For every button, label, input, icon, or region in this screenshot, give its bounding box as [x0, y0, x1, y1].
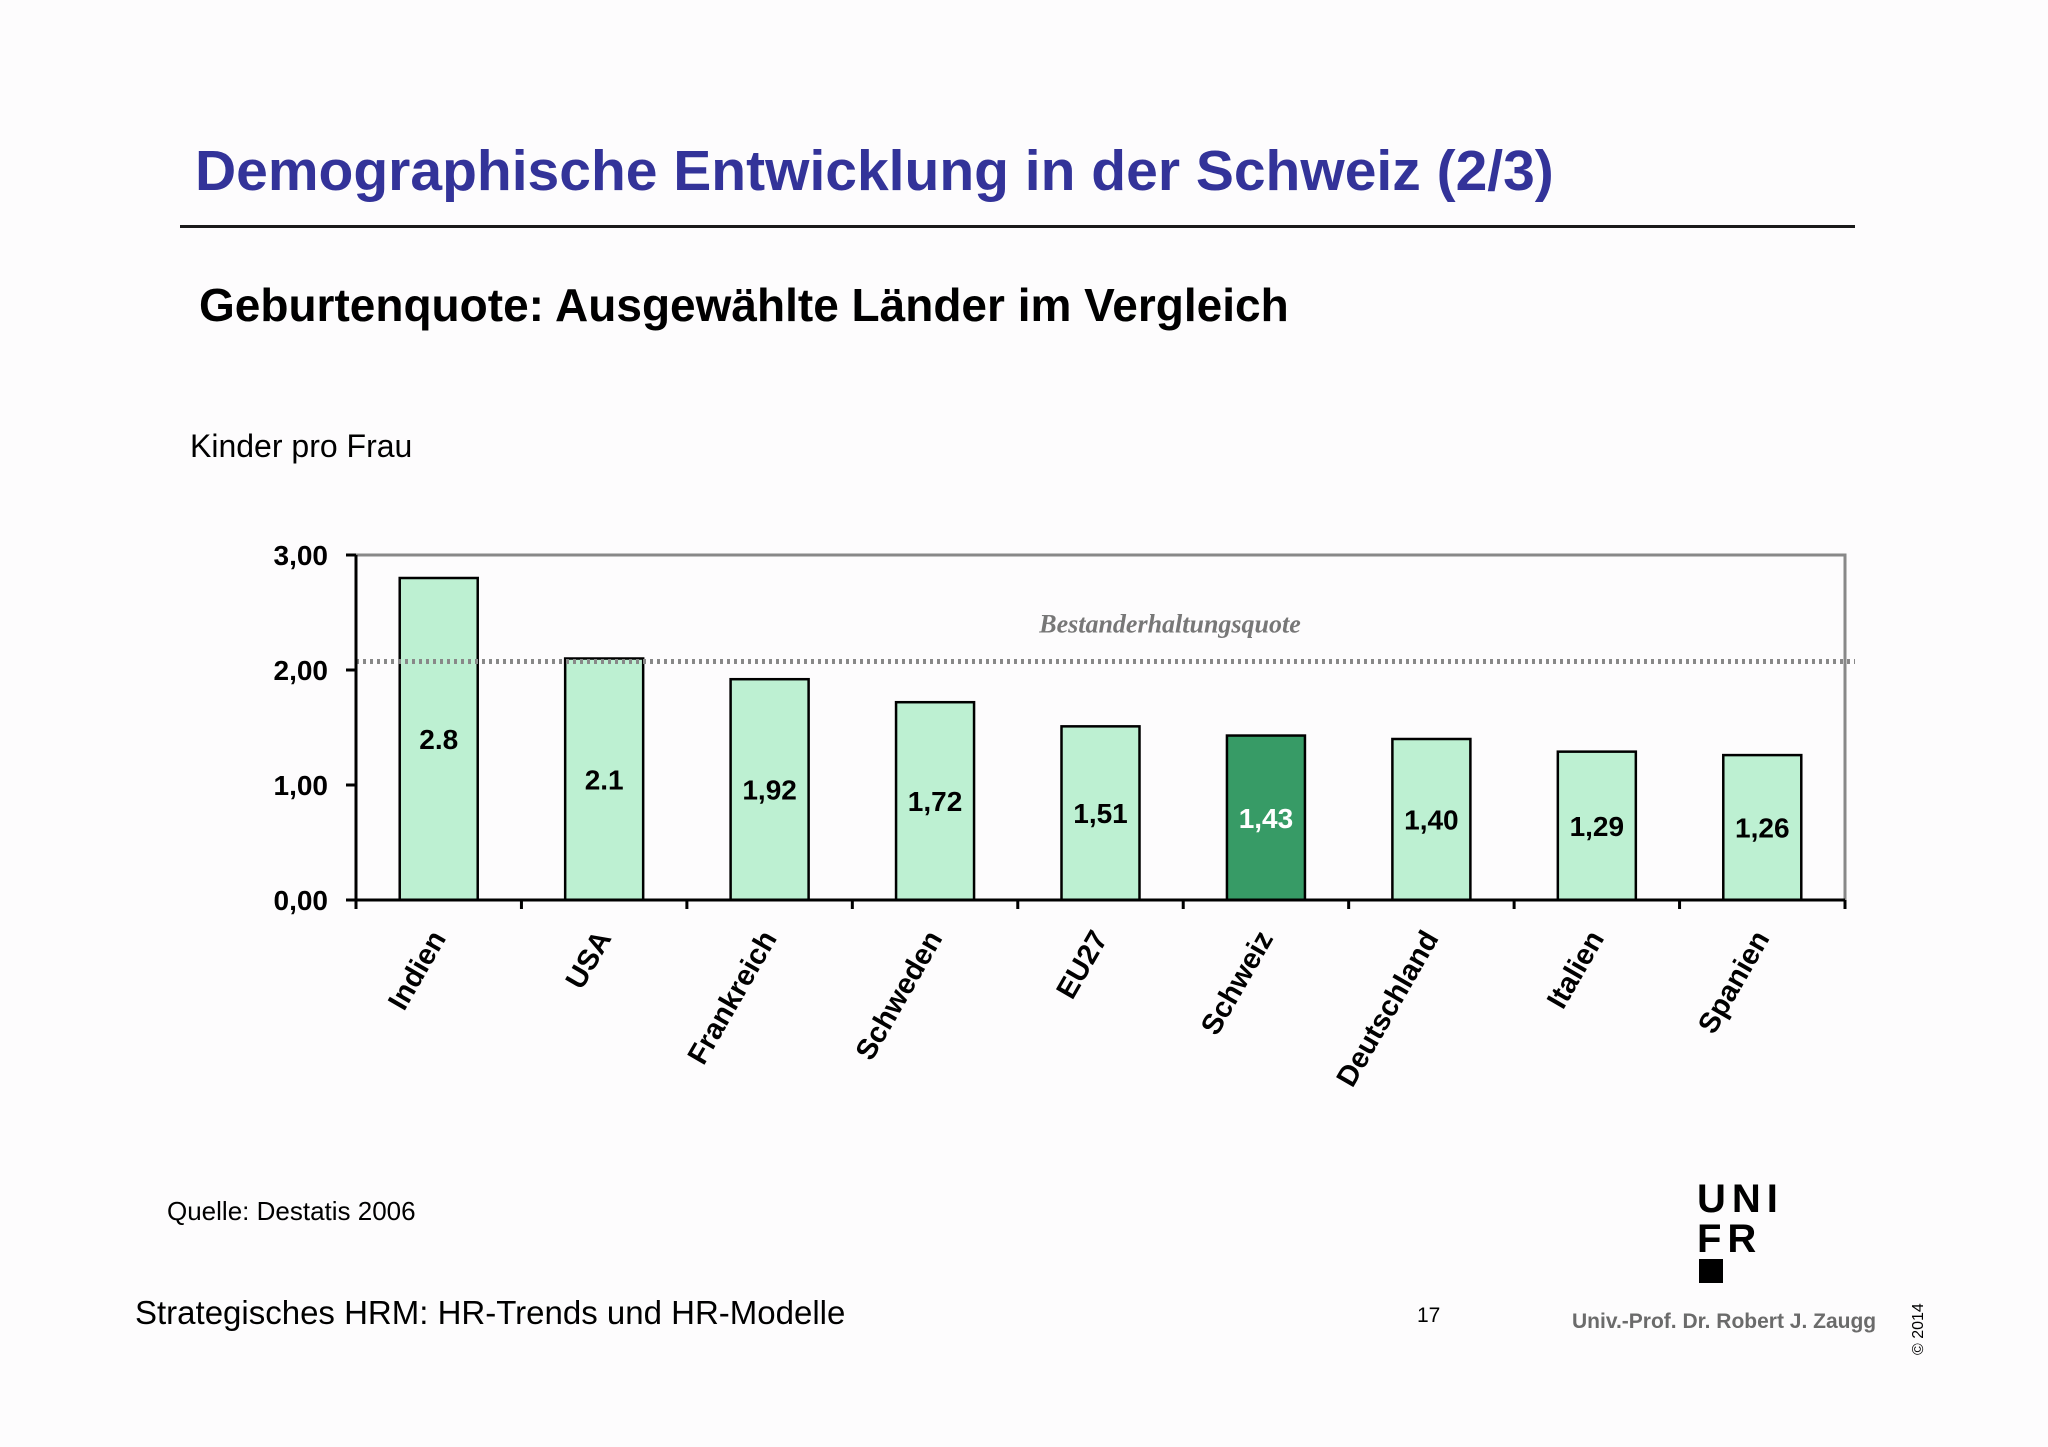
bar-eu27 [1060, 725, 1141, 902]
x-tick-label: Italien [1541, 926, 1611, 1015]
data-label: 1,29 [1570, 811, 1625, 842]
data-label: 2.8 [419, 724, 458, 755]
x-tick-label: Frankreich [682, 926, 784, 1070]
y-axis-label: Kinder pro Frau [190, 428, 413, 464]
logo-line-1: UNI [1697, 1177, 1784, 1221]
bar-schweiz [1225, 734, 1307, 902]
data-label: 1,43 [1239, 803, 1294, 834]
x-tick-label: Schweiz [1195, 926, 1280, 1041]
x-tick-label: Schweden [850, 926, 949, 1066]
bar-spanien [1722, 753, 1803, 902]
page-number: 17 [1417, 1304, 1441, 1327]
data-label: 2.1 [585, 764, 624, 795]
data-label: 1,92 [742, 775, 797, 806]
y-tick-label: 3,00 [274, 540, 329, 571]
y-tick-label: 2,00 [274, 655, 329, 686]
data-label: 1,26 [1735, 813, 1790, 844]
x-tick-label: Spanien [1692, 926, 1776, 1040]
bar-schweden [894, 700, 976, 902]
x-tick-label: EU27 [1051, 926, 1115, 1005]
plot-frame [356, 553, 1847, 900]
footer-author: Univ.-Prof. Dr. Robert J. Zaugg [1572, 1310, 1877, 1333]
reference-line-label: Bestanderhaltungsquote [1038, 610, 1301, 639]
footer-course-title: Strategisches HRM: HR-Trends und HR-Mode… [135, 1294, 846, 1331]
x-tick-label: USA [560, 925, 618, 994]
bar-italien [1556, 750, 1638, 902]
bar-deutschland [1391, 737, 1472, 902]
unifr-logo: UNI FR [1697, 1177, 1784, 1283]
y-tick-label: 0,00 [274, 885, 329, 916]
data-label: 1,72 [908, 786, 963, 817]
logo-square [1699, 1259, 1723, 1283]
logo-line-2: FR [1697, 1217, 1762, 1261]
bar-frankreich [729, 677, 810, 902]
slide-subtitle: Geburtenquote: Ausgewählte Länder im Ver… [199, 279, 1289, 331]
data-label: 1,40 [1404, 805, 1459, 836]
slide-title: Demographische Entwicklung in der Schwei… [195, 139, 1554, 203]
bar-indien [398, 576, 479, 902]
data-label: 1,51 [1073, 798, 1128, 829]
copyright-note: © 2014 [1910, 1303, 1927, 1355]
source-note: Quelle: Destatis 2006 [167, 1196, 416, 1226]
x-tick-label: Deutschland [1331, 926, 1446, 1093]
y-tick-label: 1,00 [274, 770, 329, 801]
title-divider [180, 225, 1855, 228]
x-tick-label: Indien [382, 926, 452, 1016]
